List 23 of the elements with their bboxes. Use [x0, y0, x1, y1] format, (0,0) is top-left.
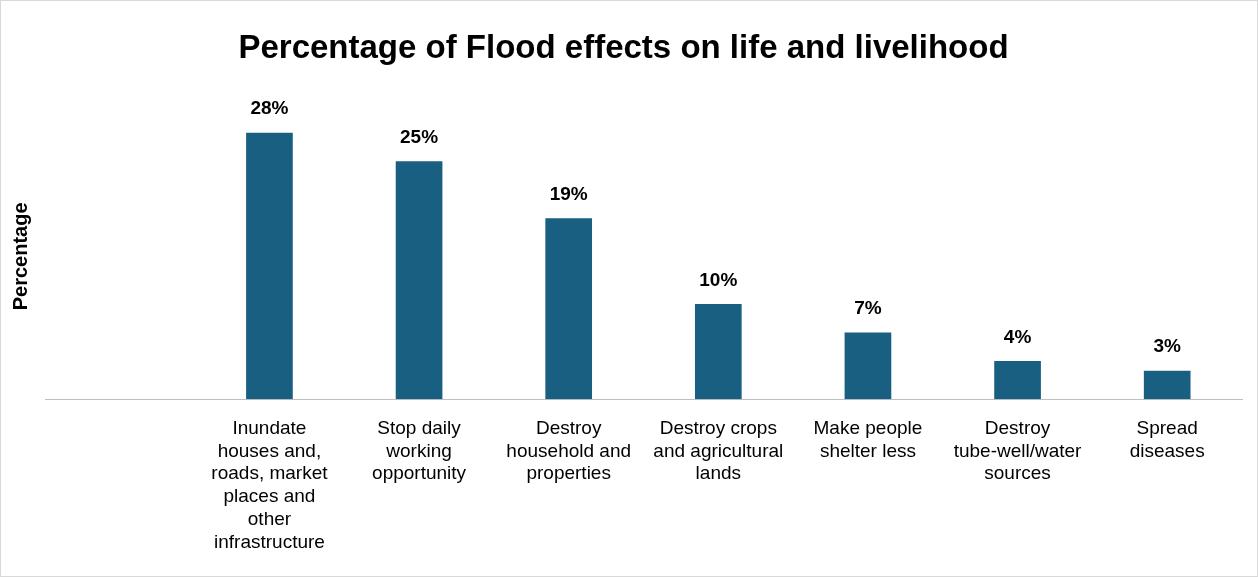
bar [694, 304, 742, 400]
bar [545, 218, 593, 400]
x-tick-label: Spread diseases [1129, 416, 1205, 461]
bar [246, 132, 293, 400]
bar [395, 161, 443, 400]
data-label: 4% [1003, 325, 1032, 347]
data-label: 19% [549, 183, 588, 205]
x-tick-label: Destroy crops and agricultural lands [653, 416, 784, 484]
chart-title: Percentage of Flood effects on life and livelihood [238, 27, 1009, 65]
data-label: 10% [699, 268, 738, 290]
x-tick-label: Make people shelter less [813, 416, 923, 461]
data-label: 28% [250, 97, 289, 119]
data-label: 3% [1153, 335, 1182, 357]
data-label: 25% [400, 125, 439, 147]
bar [844, 332, 892, 400]
data-label: 7% [854, 297, 882, 319]
bar [994, 361, 1041, 400]
x-tick-label: Destroy household and properties [506, 416, 632, 484]
y-axis-title: Percentage [8, 202, 31, 311]
bar [1143, 370, 1191, 400]
x-tick-label: Stop daily working opportunity [372, 416, 467, 484]
x-tick-label: Inundate houses and, roads, market places and other infrastructure [211, 416, 329, 552]
x-tick-label: Destroy tube-well/water sources [953, 416, 1083, 484]
